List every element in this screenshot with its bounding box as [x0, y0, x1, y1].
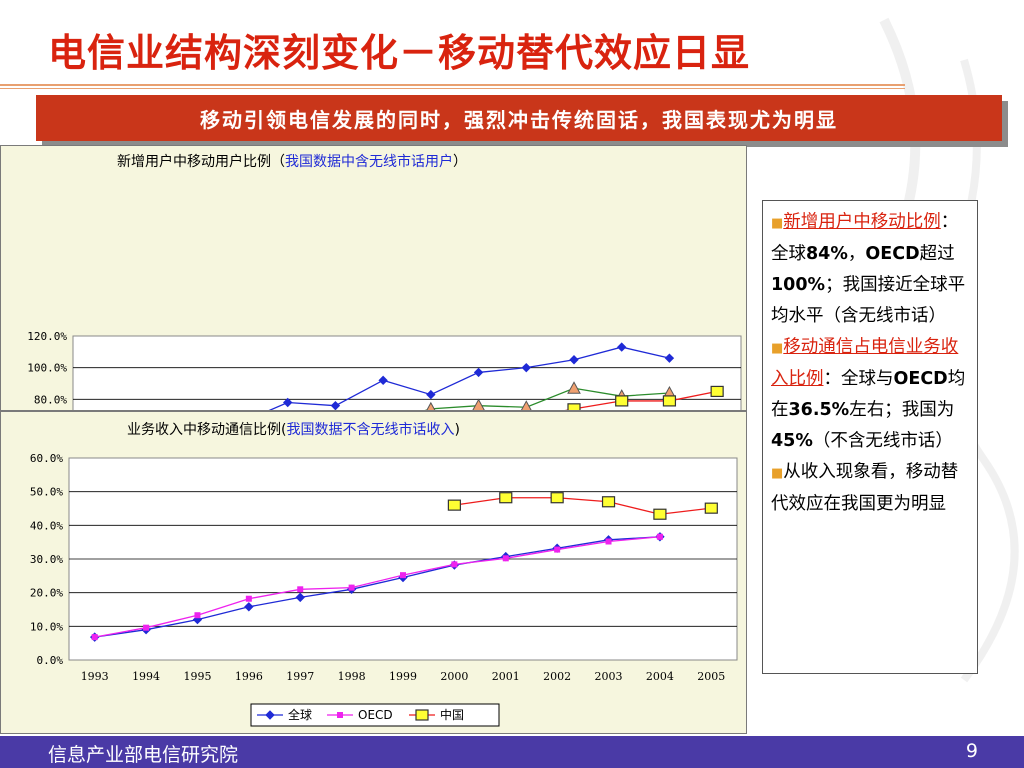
- chart-revenue-share-svg: 业务收入中移动通信比例(我国数据不含无线市话收入) 0.0% 10.0% 20.0% 3…: [30, 421, 738, 727]
- chart2-xtick-label: 2003: [595, 670, 623, 683]
- chart1-series-1-point: [426, 401, 436, 410]
- chart2-series-1-point: [348, 584, 355, 591]
- chart1-series-1-point: [567, 381, 581, 394]
- chart2-ytick-label: 10.0%: [30, 620, 63, 633]
- chart1-ytick-label: 80.0%: [34, 393, 67, 406]
- title-divider-thin: [0, 88, 905, 89]
- chart2-series-2-point: [550, 492, 564, 504]
- chart2-series-1-point: [451, 561, 458, 568]
- chart2-ytick-label: 0.0%: [37, 654, 64, 667]
- chart2-xtick-label: 2005: [697, 670, 725, 683]
- chart2-series-line-0: [94, 536, 660, 638]
- footer-bar: 信息产业部电信研究院 9: [0, 736, 1024, 768]
- chart2-xtick-label: 1999: [389, 670, 417, 683]
- chart1-series-0-point: [473, 367, 484, 378]
- chart1-plot-area: [72, 335, 742, 410]
- chart2-legend: [250, 703, 500, 727]
- chart2-xtick-label: 1994: [132, 670, 160, 683]
- chart2-xtick-label: 1997: [286, 670, 314, 683]
- chart2-series-1-point: [605, 538, 612, 545]
- summary-point-1: ■新增用户中移动比例：全球84%，OECD超过100%；我国接近全球平均水平（含…: [771, 212, 966, 326]
- square-bullet-icon: ■: [771, 466, 784, 481]
- chart2-series-2-point: [447, 499, 461, 511]
- chart1-series-0-point: [569, 355, 579, 365]
- chart1-ytick-label: 100.0%: [27, 362, 67, 375]
- chart2-xtick-label: 2004: [646, 670, 674, 683]
- chart2-series-1-point: [554, 546, 561, 553]
- chart2-series-2-point: [499, 492, 513, 504]
- chart2-ytick-label: 20.0%: [30, 587, 63, 600]
- chart2-legend-swatch-marker: [265, 710, 275, 720]
- chart2-xtick-label: 2000: [440, 670, 468, 683]
- chart2-ytick-label: 40.0%: [30, 519, 63, 532]
- chart2-series-line-2: [454, 497, 712, 515]
- chart2-legend-label: 中国: [440, 707, 464, 722]
- chart1-series-line-2: [564, 390, 718, 410]
- chart2-series-2-point: [653, 508, 667, 520]
- square-bullet-icon: ■: [771, 216, 784, 231]
- footer-organization: 信息产业部电信研究院: [48, 744, 239, 766]
- chart2-xtick-label: 1998: [338, 670, 366, 683]
- chart1-series-0-point: [664, 353, 675, 363]
- chart1-series-0-point: [378, 375, 388, 386]
- chart1-series-2-point: [567, 403, 581, 410]
- chart2-ytick-label: 30.0%: [30, 553, 63, 566]
- chart2-legend-label: 全球: [288, 707, 312, 722]
- chart1-series-2-point: [710, 385, 724, 398]
- title-divider: [0, 84, 905, 86]
- summary-point-2: ■移动通信占电信业务收入比例：全球与OECD均在36.5%左右；我国为45%（不…: [771, 337, 966, 451]
- chart2-xtick-label: 1995: [183, 670, 211, 683]
- chart2-title: 业务收入中移动通信比例(我国数据不含无线市话收入): [127, 421, 460, 438]
- chart1-title: 新增用户中移动用户比例（我国数据中含无线市话用户）: [117, 153, 467, 170]
- chart-new-subscribers: 新增用户中移动用户比例（我国数据中含无线市话用户）0.0%20.0%40.0%6…: [0, 145, 747, 411]
- chart1-series-2-point: [662, 395, 677, 407]
- chart2-legend-swatch-marker: [415, 709, 429, 721]
- chart1-series-0-point: [617, 342, 627, 352]
- chart2-series-1-point: [143, 624, 150, 631]
- chart2-series-line-1: [94, 536, 660, 638]
- chart2-series-1-point: [245, 595, 252, 602]
- chart2-series-0-point: [244, 602, 254, 612]
- summary-point-3: ■从收入现象看，移动替代效应在我国更为明显: [771, 462, 959, 514]
- page-title: 电信业结构深刻变化－移动替代效应日显: [48, 31, 751, 75]
- chart2-series-1-point: [400, 572, 406, 579]
- subtitle-banner: 移动引领电信发展的同时，强烈冲击传统固话，我国表现尤为明显: [36, 95, 1002, 141]
- chart2-xtick-label: 1996: [235, 670, 263, 683]
- chart2-ytick-label: 60.0%: [30, 452, 63, 465]
- chart1-series-1-point: [520, 400, 532, 410]
- chart2-series-1-point: [194, 612, 201, 619]
- chart1-series-2-point: [615, 395, 629, 407]
- chart2-xtick-label: 2002: [543, 670, 571, 683]
- chart1-ytick-label: 120.0%: [27, 330, 67, 343]
- square-bullet-icon: ■: [771, 341, 784, 356]
- page-number: 9: [965, 740, 978, 762]
- summary-textbox: ■新增用户中移动比例：全球84%，OECD超过100%；我国接近全球平均水平（含…: [762, 200, 978, 674]
- chart1-series-0-point: [426, 389, 436, 400]
- chart1-series-0-point: [283, 397, 293, 408]
- chart2-series-2-point: [601, 496, 616, 508]
- chart2-legend-swatch-marker: [337, 712, 343, 718]
- chart2-xtick-label: 1993: [81, 670, 109, 683]
- chart1-series-0-point: [330, 400, 341, 410]
- chart1-series-0-point: [521, 362, 531, 373]
- chart-revenue-share: 业务收入中移动通信比例(我国数据不含无线市话收入) 0.0% 10.0% 20.0% 3…: [0, 411, 747, 734]
- chart2-ytick-label: 50.0%: [30, 486, 63, 499]
- chart2-legend-label: OECD: [358, 708, 393, 722]
- chart2-series-2-point: [704, 502, 718, 514]
- chart-new-subscribers-svg: 新增用户中移动用户比例（我国数据中含无线市话用户）0.0%20.0%40.0%6…: [27, 153, 742, 410]
- chart2-series-1-point: [502, 555, 509, 562]
- chart2-series-1-point: [656, 533, 663, 540]
- chart2-series-0-point: [295, 592, 305, 603]
- chart2-series-1-point: [91, 634, 98, 641]
- chart2-series-1-point: [297, 586, 304, 593]
- chart2-xtick-label: 2001: [492, 670, 520, 683]
- chart1-series-1-point: [472, 398, 485, 410]
